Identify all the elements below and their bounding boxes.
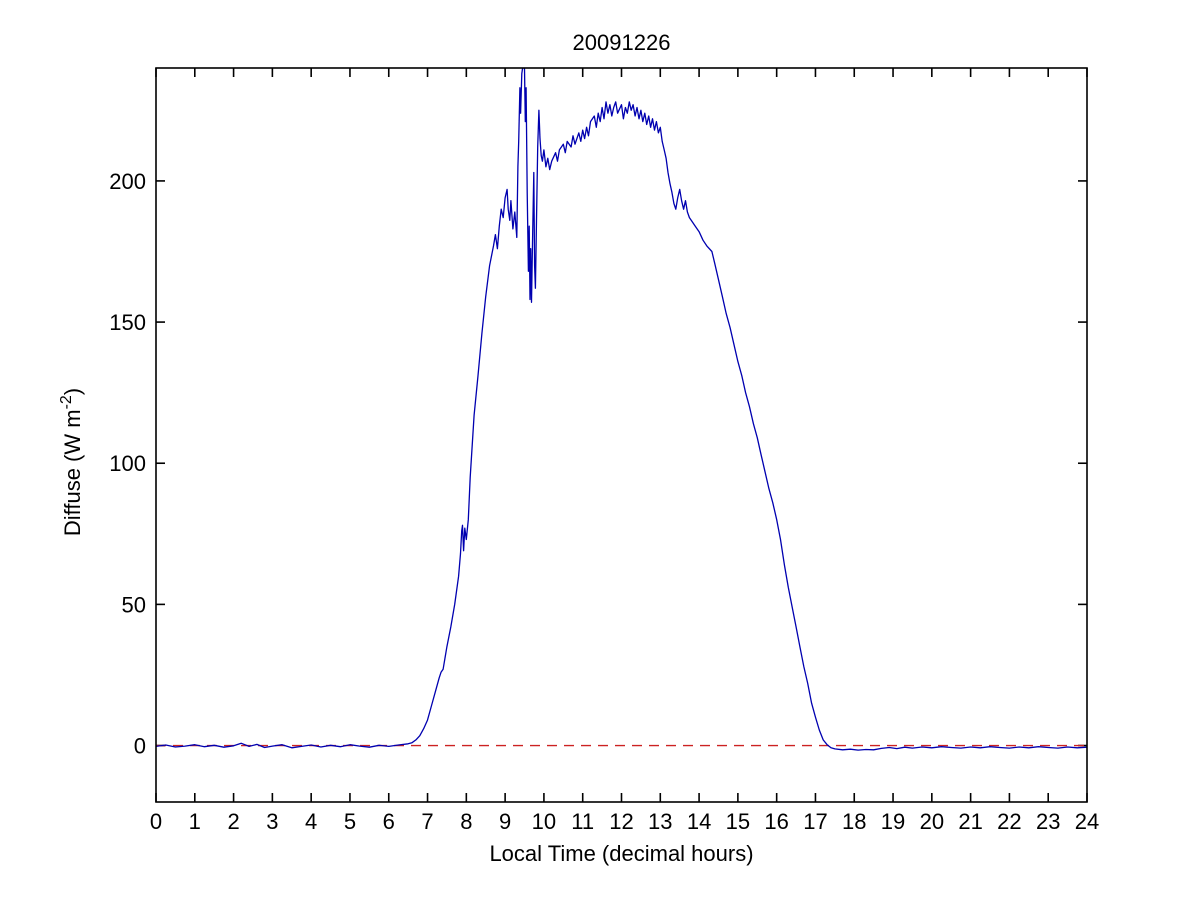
y-axis-label-close: ): [60, 388, 85, 395]
x-tick-label: 3: [266, 809, 278, 834]
x-tick-label: 24: [1075, 809, 1099, 834]
y-tick-label: 200: [109, 169, 146, 194]
y-axis-label-superscript: -2: [58, 395, 75, 409]
x-tick-label: 15: [726, 809, 750, 834]
x-tick-label: 11: [571, 809, 594, 834]
x-tick-label: 10: [532, 809, 556, 834]
y-tick-label: 0: [134, 734, 146, 759]
y-axis-label-main: Diffuse (W m: [60, 409, 85, 536]
x-tick-label: 14: [687, 809, 711, 834]
x-tick-label: 23: [1036, 809, 1060, 834]
chart-title: 20091226: [573, 30, 671, 55]
x-tick-label: 8: [460, 809, 472, 834]
x-tick-label: 13: [648, 809, 672, 834]
x-tick-label: 9: [499, 809, 511, 834]
x-tick-label: 5: [344, 809, 356, 834]
x-tick-label: 20: [920, 809, 944, 834]
x-tick-label: 18: [842, 809, 866, 834]
diffuse-irradiance-series-line: [156, 68, 1087, 751]
x-tick-label: 2: [227, 809, 239, 834]
x-tick-label: 0: [150, 809, 162, 834]
y-tick-label: 50: [122, 592, 146, 617]
axes-layer: 0 1 2 3 4 5 6 7 8 9 10 11 12 13 14 15 16 17 18 19 20 21 22 23 24…: [109, 68, 1099, 834]
x-tick-label: 4: [305, 809, 317, 834]
y-tick-label: 100: [109, 451, 146, 476]
series-layer: [156, 68, 1087, 751]
x-tick-label: 21: [958, 809, 982, 834]
x-tick-label: 1: [189, 809, 201, 834]
plot-box: [155, 67, 1088, 803]
y-axis-label: Diffuse (W m-2): [58, 388, 85, 536]
x-tick-label: 7: [421, 809, 433, 834]
x-tick-label: 16: [764, 809, 788, 834]
y-tick-label: 150: [109, 310, 146, 335]
x-axis-label: Local Time (decimal hours): [489, 841, 753, 866]
x-tick-label: 6: [383, 809, 395, 834]
x-tick-label: 19: [881, 809, 905, 834]
x-tick-label: 22: [997, 809, 1021, 834]
x-tick-label: 12: [609, 809, 633, 834]
x-tick-label: 17: [803, 809, 827, 834]
